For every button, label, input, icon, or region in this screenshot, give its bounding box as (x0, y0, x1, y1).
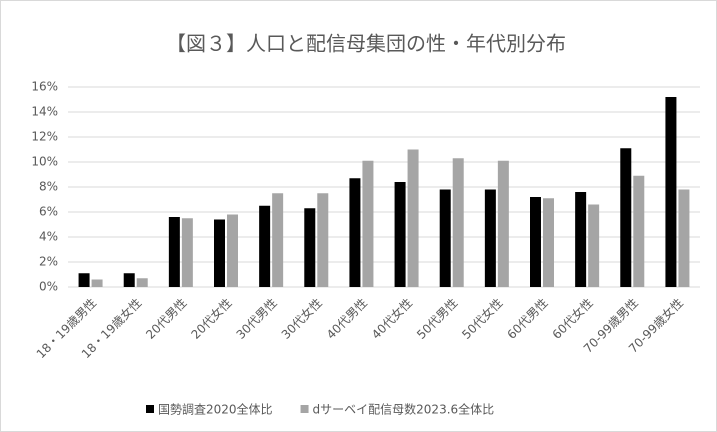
bar (136, 278, 148, 287)
bar (259, 205, 271, 287)
legend-label: dサーベイ配信母数2023.6全体比 (313, 402, 495, 417)
bar (530, 197, 541, 287)
legend-swatch (300, 405, 309, 413)
bar (588, 204, 600, 287)
legend-label: 国勢調査2020全体比 (158, 402, 273, 417)
y-tick-label: 2% (39, 255, 58, 269)
y-tick-label: 8% (39, 180, 58, 194)
bar (78, 273, 90, 287)
bar (543, 198, 554, 287)
bar (362, 160, 374, 287)
bar (227, 214, 238, 287)
bar (497, 160, 509, 287)
y-tick-label: 16% (31, 80, 58, 94)
bar (181, 218, 193, 287)
bar (665, 97, 677, 287)
y-tick-label: 0% (39, 280, 58, 294)
bar (633, 175, 645, 287)
bar (349, 178, 361, 287)
bar (168, 217, 180, 287)
bar (620, 148, 632, 287)
legend-swatch (146, 405, 154, 413)
y-tick-label: 12% (31, 130, 58, 144)
bar (123, 273, 135, 287)
y-tick-label: 6% (39, 205, 58, 219)
chart-title: 【図３】人口と配信母集団の性・年代別分布 (166, 32, 566, 56)
bar (317, 193, 329, 287)
bar (407, 149, 419, 287)
y-tick-label: 14% (31, 105, 58, 119)
bar (678, 189, 690, 287)
bar (91, 279, 103, 287)
bar (452, 158, 464, 287)
bar (439, 189, 451, 287)
y-tick-label: 4% (39, 230, 58, 244)
bar (484, 189, 496, 287)
bar (272, 193, 284, 287)
bar (394, 182, 406, 287)
y-tick-label: 10% (31, 155, 58, 169)
bar (575, 192, 587, 287)
bar (304, 208, 316, 287)
bar (214, 219, 225, 287)
